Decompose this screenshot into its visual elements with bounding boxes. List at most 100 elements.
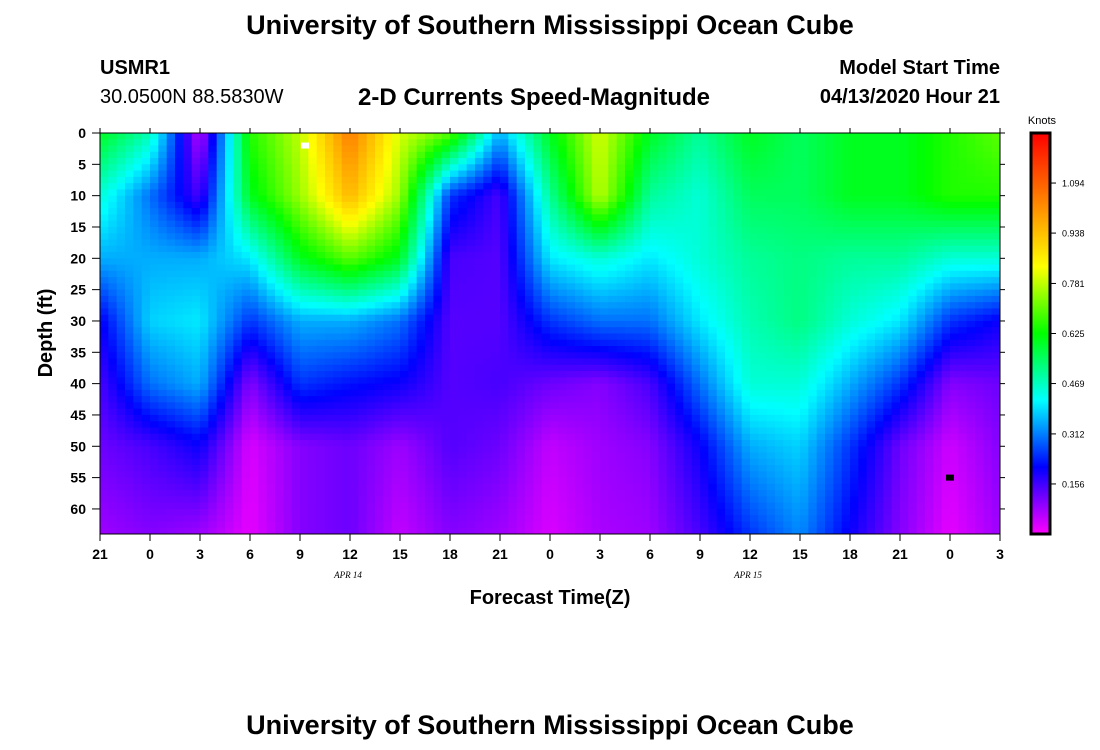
heatmap-cell	[816, 208, 826, 216]
heatmap-cell	[316, 327, 326, 335]
heatmap-cell	[933, 170, 943, 178]
heatmap-cell	[841, 283, 851, 291]
heatmap-cell	[766, 277, 776, 284]
heatmap-cell	[333, 308, 343, 316]
heatmap-cell	[675, 258, 684, 266]
heatmap-cell	[583, 170, 593, 178]
heatmap-cell	[308, 283, 318, 291]
heatmap-cell	[700, 176, 709, 184]
heatmap-cell	[941, 233, 951, 241]
heatmap-cell	[416, 408, 426, 416]
heatmap-cell	[733, 327, 743, 335]
heatmap-cell	[775, 151, 784, 159]
heatmap-cell	[400, 264, 409, 272]
heatmap-cell	[675, 302, 684, 310]
heatmap-cell	[616, 377, 626, 385]
heatmap-cell	[825, 402, 834, 410]
heatmap-cell	[150, 408, 159, 416]
heatmap-cell	[441, 414, 451, 422]
heatmap-cell	[416, 158, 426, 165]
heatmap-cell	[616, 245, 626, 253]
heatmap-cell	[808, 164, 818, 172]
heatmap-cell	[650, 414, 659, 422]
heatmap-cell	[116, 183, 126, 190]
heatmap-cell	[108, 414, 118, 422]
heatmap-cell	[175, 164, 184, 172]
heatmap-cell	[150, 383, 159, 391]
heatmap-cell	[625, 283, 634, 291]
heatmap-cell	[908, 389, 918, 397]
heatmap-cell	[125, 396, 134, 404]
heatmap-cell	[358, 308, 368, 316]
heatmap-cell	[300, 402, 309, 410]
heatmap-cell	[191, 402, 201, 410]
heatmap-cell	[441, 264, 451, 272]
heatmap-cell	[408, 258, 418, 266]
heatmap-cell	[908, 383, 918, 391]
heatmap-cell	[625, 396, 634, 404]
heatmap-cell	[283, 170, 293, 178]
heatmap-cell	[566, 402, 576, 410]
heatmap-cell	[800, 239, 809, 247]
heatmap-cell	[908, 183, 918, 190]
heatmap-cell	[766, 258, 776, 266]
heatmap-cell	[391, 158, 401, 165]
heatmap-cell	[325, 333, 334, 341]
heatmap-cell	[950, 339, 959, 347]
heatmap-cell	[566, 139, 576, 147]
heatmap-cell	[658, 208, 668, 216]
heatmap-cell	[308, 164, 318, 172]
heatmap-cell	[208, 233, 218, 241]
heatmap-cell	[125, 233, 134, 241]
heatmap-cell	[516, 158, 526, 165]
heatmap-cell	[458, 208, 468, 216]
heatmap-cell	[666, 408, 676, 416]
heatmap-cell	[975, 358, 984, 366]
heatmap-cell	[733, 252, 743, 259]
heatmap-cell	[566, 258, 576, 266]
heatmap-cell	[366, 151, 376, 159]
heatmap-cell	[666, 158, 676, 165]
heatmap-cell	[983, 320, 993, 328]
heatmap-cell	[391, 170, 401, 178]
heatmap-cell	[358, 189, 368, 197]
heatmap-cell	[975, 151, 984, 159]
heatmap-cell	[375, 252, 384, 259]
heatmap-cell	[741, 302, 751, 310]
heatmap-cell	[766, 364, 776, 372]
heatmap-cell	[633, 226, 643, 234]
heatmap-cell	[550, 277, 559, 284]
heatmap-cell	[241, 339, 251, 347]
heatmap-cell	[700, 358, 709, 366]
heatmap-cell	[325, 189, 334, 197]
heatmap-cell	[791, 358, 801, 366]
heatmap-cell	[325, 233, 334, 241]
heatmap-cell	[308, 383, 318, 391]
heatmap-cell	[383, 176, 393, 184]
heatmap-cell	[833, 289, 843, 297]
heatmap-cell	[891, 302, 901, 310]
heatmap-cell	[100, 239, 109, 247]
heatmap-cell	[925, 195, 934, 203]
heatmap-cell	[216, 139, 226, 147]
heatmap-cell	[900, 195, 909, 203]
heatmap-cell	[925, 333, 934, 341]
heatmap-cell	[991, 308, 1000, 316]
heatmap-cell	[966, 352, 976, 360]
heatmap-cell	[558, 226, 568, 234]
heatmap-cell	[658, 352, 668, 360]
heatmap-cell	[250, 289, 259, 297]
heatmap-cell	[983, 302, 993, 310]
heatmap-cell	[500, 333, 509, 341]
heatmap-cell	[208, 151, 218, 159]
heatmap-cell	[158, 339, 168, 347]
heatmap-cell	[991, 339, 1000, 347]
heatmap-cell	[833, 383, 843, 391]
heatmap-cell	[275, 158, 284, 165]
heatmap-cell	[500, 270, 509, 278]
heatmap-cell	[325, 239, 334, 247]
heatmap-cell	[675, 320, 684, 328]
heatmap-cell	[333, 402, 343, 410]
heatmap-cell	[600, 195, 609, 203]
heatmap-cell	[550, 339, 559, 347]
